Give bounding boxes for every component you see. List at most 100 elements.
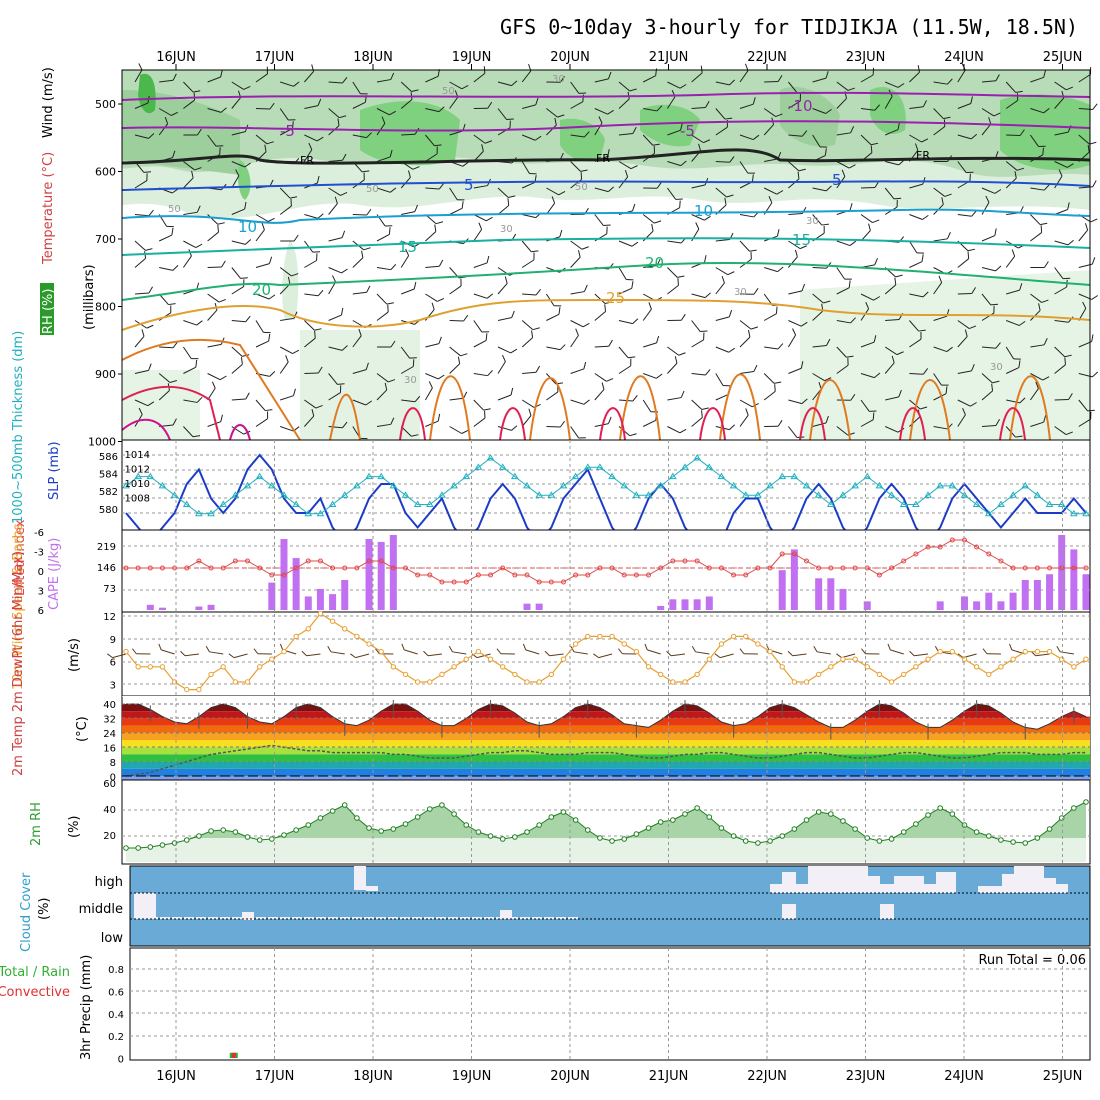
cloud-block (782, 872, 796, 893)
upper-wind-barb (764, 266, 784, 273)
wind10-point (548, 671, 555, 678)
barb-staff (159, 267, 173, 271)
barb-flag (390, 264, 397, 271)
barb-flag (914, 143, 919, 151)
barb-flag (205, 645, 210, 653)
barb-flag (584, 131, 590, 138)
barb-flag (918, 329, 926, 332)
label-freezing-3: FR (916, 149, 930, 162)
rh2m-point (196, 833, 202, 839)
cloud-block (936, 872, 956, 893)
cape-bar (1046, 574, 1054, 610)
barb-flag (486, 293, 494, 299)
barb-staff (497, 346, 511, 354)
barb-flag (675, 198, 683, 200)
upper-wind-barb (1030, 107, 1050, 114)
barb-staff (836, 240, 851, 247)
upper-wind-barb (328, 275, 337, 295)
wind10-point (159, 664, 166, 670)
barb-staff (885, 319, 900, 321)
barb-staff (570, 134, 585, 138)
li-point (706, 565, 712, 571)
cape-bar (1058, 535, 1066, 610)
barb-staff (739, 70, 749, 83)
barb-flag (823, 300, 831, 304)
ylabel-wind: Wind (m/s) (41, 67, 56, 138)
barb-staff (763, 373, 775, 384)
cape-bar (535, 603, 543, 610)
barb-flag (698, 143, 702, 151)
barb-flag (777, 266, 784, 272)
barb-flag (964, 329, 968, 337)
upper-wind-barb (812, 338, 831, 348)
thickness-point (814, 491, 823, 498)
upper-wind-barb (1078, 67, 1092, 83)
barb-flag (606, 226, 608, 234)
barb-flag (293, 234, 299, 242)
barb-flag (141, 329, 145, 337)
rh2m-point (900, 829, 907, 835)
upper-wind-barb (449, 391, 468, 401)
upper-wind-barb (1030, 70, 1046, 83)
upper-wind-barb (376, 373, 396, 383)
temp-band (122, 768, 1090, 776)
barb-staff (1029, 134, 1039, 147)
barb-staff (594, 78, 609, 83)
barb-flag (1015, 435, 1023, 438)
thickness-point (1009, 491, 1017, 498)
thickness-point (1021, 481, 1030, 489)
barb-staff (158, 123, 169, 136)
upper-wind-barb (134, 240, 153, 251)
wind10-point (779, 664, 785, 670)
barb-staff (788, 178, 800, 189)
barb-flag (648, 302, 652, 310)
cape-bar (1082, 574, 1090, 610)
barb-flag (1087, 144, 1090, 153)
barb-flag (581, 246, 589, 250)
barb-staff (1030, 187, 1045, 191)
thickness-point (510, 472, 519, 480)
upper-wind-barb (1005, 360, 1021, 374)
barb-staff (231, 161, 245, 168)
li-point (427, 572, 433, 578)
cape-bar (523, 603, 531, 610)
li-point (560, 579, 566, 585)
upper-wind-barb (255, 256, 273, 268)
rh2m-point (876, 838, 883, 844)
thickness-point (280, 491, 288, 498)
barb-flag (158, 643, 162, 651)
upper-wind-barb (957, 399, 977, 407)
thickness-point (875, 481, 884, 489)
barb-staff (715, 373, 724, 386)
barb-staff (763, 187, 778, 195)
barb-flag (172, 341, 178, 349)
wind10-point (1034, 648, 1041, 655)
barb-flag (729, 424, 736, 431)
barb-flag (438, 374, 445, 380)
barb-flag (428, 381, 433, 389)
barb-staff (473, 339, 487, 348)
barb-flag (244, 201, 247, 210)
upper-wind-barb (763, 187, 784, 195)
upper-wind-barb (715, 346, 736, 353)
barb-flag (265, 409, 273, 412)
barb-staff (546, 391, 559, 401)
cloud-block (880, 884, 894, 893)
barb-staff (521, 337, 533, 348)
barb-flag (801, 130, 808, 137)
upper-wind-barb (570, 161, 588, 172)
barb-flag (992, 380, 1000, 384)
barb-flag (1084, 223, 1089, 231)
barb-staff (618, 267, 627, 280)
upper-wind-barb (207, 373, 227, 381)
thickness-point (741, 491, 750, 498)
rh2m-point (1022, 840, 1029, 846)
barb-flag (873, 335, 877, 343)
barb-staff (885, 396, 899, 401)
barb-staff (1030, 232, 1042, 242)
cloud-block (880, 904, 894, 919)
barb-staff (594, 187, 609, 193)
thickness-point (608, 472, 616, 480)
barb-flag (401, 643, 405, 651)
barb-staff (788, 367, 802, 374)
